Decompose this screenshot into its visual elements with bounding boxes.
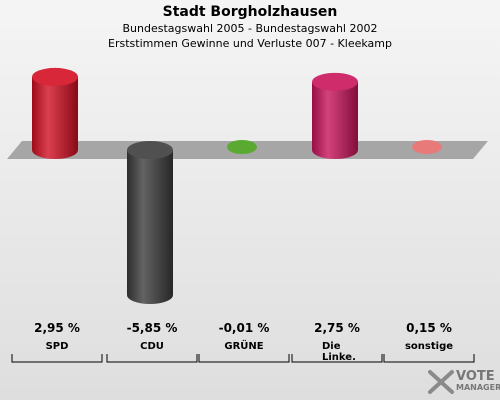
bar-body	[32, 76, 78, 159]
category-bracket	[291, 354, 383, 363]
value-label: -0,01 %	[219, 321, 270, 335]
chart-title: Stadt Borgholzhausen	[162, 4, 338, 20]
bar-disc	[412, 140, 442, 154]
category-label: Linke.	[322, 352, 356, 363]
category-bracket	[11, 354, 103, 363]
category-bracket	[198, 354, 290, 363]
bar-top	[127, 141, 173, 159]
logo-line-1: VOTE	[456, 369, 495, 384]
category-label: Die	[322, 341, 341, 352]
bar-disc	[227, 140, 257, 154]
bar-cdu	[127, 141, 173, 304]
bar-body	[312, 81, 358, 159]
bar-die-linke-	[312, 72, 358, 159]
chart-subtitle-1: Bundestagswahl 2005 - Bundestagswahl 200…	[122, 22, 378, 35]
bar-grüne	[227, 140, 257, 154]
category-bracket	[106, 354, 198, 363]
value-label: 2,95 %	[34, 321, 80, 335]
bar-top	[32, 67, 78, 86]
category-bracket	[383, 354, 475, 363]
category-label: sonstige	[405, 341, 453, 352]
category-label: GRÜNE	[224, 338, 263, 352]
bar-body	[127, 150, 173, 304]
bar-spd	[32, 67, 78, 159]
vote-manager-logo	[428, 370, 454, 394]
logo-line-2: MANAGER	[456, 383, 500, 392]
value-label: 0,15 %	[406, 321, 452, 335]
chart-subtitle-2: Erststimmen Gewinne und Verluste 007 - K…	[108, 37, 392, 50]
category-label: SPD	[46, 341, 69, 352]
bar-top	[312, 72, 358, 91]
bar-sonstige	[412, 140, 442, 154]
value-label: -5,85 %	[127, 321, 178, 335]
value-label: 2,75 %	[314, 321, 360, 335]
category-label: CDU	[140, 341, 164, 352]
